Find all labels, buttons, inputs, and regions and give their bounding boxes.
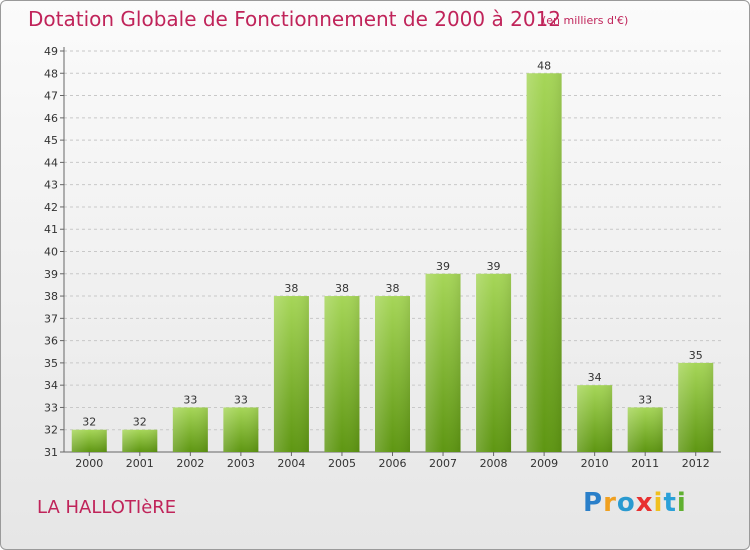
y-tick-label: 47 (44, 90, 58, 103)
y-tick-label: 42 (44, 201, 58, 214)
bar-shine (172, 407, 208, 452)
logo-letter: t (663, 488, 677, 518)
x-tick-label: 2011 (631, 457, 659, 470)
y-tick-label: 40 (44, 246, 58, 259)
bar-shine (375, 296, 410, 452)
y-tick-label: 37 (44, 312, 58, 325)
bar-shine (627, 407, 663, 452)
y-tick-label: 48 (44, 67, 58, 80)
x-tick-label: 2003 (227, 457, 255, 470)
bar-value-label: 32 (133, 416, 147, 429)
y-tick-label: 36 (44, 335, 58, 348)
bar-shine (526, 73, 562, 453)
logo-letter: x (635, 488, 654, 518)
logo-letter: i (653, 488, 664, 518)
bar-shine (324, 296, 360, 452)
bar-value-label: 38 (386, 282, 400, 295)
logo-letter: r (603, 488, 617, 518)
x-tick-label: 2005 (328, 457, 356, 470)
bar-value-label: 33 (183, 393, 197, 406)
x-tick-label: 2010 (581, 457, 609, 470)
bar-value-label: 48 (537, 59, 551, 72)
y-tick-label: 41 (44, 223, 58, 236)
x-tick-label: 2012 (682, 457, 710, 470)
place-name: LA HALLOTIèRE (37, 497, 177, 518)
bar-shine (476, 273, 512, 452)
y-tick-label: 46 (44, 112, 58, 125)
bar-shine (71, 429, 107, 452)
proxiti-logo: Proxiti (583, 488, 687, 518)
y-tick-label: 32 (44, 424, 58, 437)
x-tick-label: 2004 (277, 457, 305, 470)
bar-value-label: 35 (689, 349, 703, 362)
y-tick-label: 44 (44, 156, 58, 169)
bar-value-label: 33 (234, 393, 248, 406)
y-tick-label: 34 (44, 379, 58, 392)
y-tick-label: 35 (44, 357, 58, 370)
chart-subtitle: (en milliers d'€) (542, 14, 629, 27)
bar-shine (577, 385, 613, 452)
y-tick-label: 49 (44, 45, 58, 58)
x-tick-label: 2006 (379, 457, 407, 470)
x-tick-label: 2009 (530, 457, 558, 470)
x-tick-label: 2001 (126, 457, 154, 470)
y-tick-label: 33 (44, 401, 58, 414)
bar-value-label: 38 (284, 282, 298, 295)
bar-shine (273, 296, 309, 452)
x-tick-label: 2007 (429, 457, 457, 470)
x-tick-label: 2002 (176, 457, 204, 470)
y-tick-label: 39 (44, 268, 58, 281)
bar-value-label: 38 (335, 282, 349, 295)
bar-value-label: 39 (436, 260, 450, 273)
chart-title: Dotation Globale de Fonctionnement de 20… (28, 7, 561, 31)
y-tick-label: 43 (44, 179, 58, 192)
logo-letter: P (583, 488, 604, 518)
y-tick-label: 45 (44, 134, 58, 147)
y-tick-label: 31 (44, 446, 58, 459)
bar-shine (678, 362, 714, 452)
x-tick-label: 2008 (480, 457, 508, 470)
bar-value-label: 39 (487, 260, 501, 273)
y-tick-label: 38 (44, 290, 58, 303)
bar-shine (122, 429, 158, 452)
logo-letter: i (676, 488, 687, 518)
bar-value-label: 33 (638, 393, 652, 406)
bar-shine (425, 273, 461, 452)
bar-shine (223, 407, 259, 452)
logo-letter: o (616, 488, 636, 518)
bar-value-label: 32 (82, 416, 96, 429)
bar-value-label: 34 (588, 371, 602, 384)
x-tick-label: 2000 (75, 457, 103, 470)
